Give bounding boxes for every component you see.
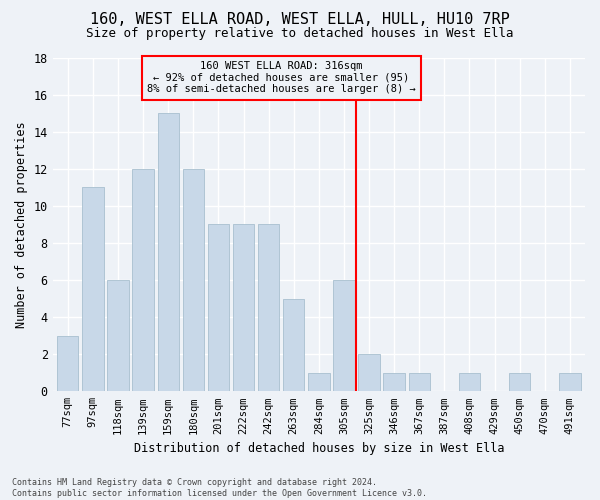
Text: 160, WEST ELLA ROAD, WEST ELLA, HULL, HU10 7RP: 160, WEST ELLA ROAD, WEST ELLA, HULL, HU… [90,12,510,28]
Bar [559,373,581,392]
Bar [107,280,128,392]
Bar [308,373,329,392]
Bar [182,169,204,392]
Text: Size of property relative to detached houses in West Ella: Size of property relative to detached ho… [86,28,514,40]
X-axis label: Distribution of detached houses by size in West Ella: Distribution of detached houses by size … [134,442,504,455]
Bar [233,224,254,392]
Bar [258,224,279,392]
Bar [459,373,480,392]
Bar [333,280,355,392]
Text: 160 WEST ELLA ROAD: 316sqm
← 92% of detached houses are smaller (95)
8% of semi-: 160 WEST ELLA ROAD: 316sqm ← 92% of deta… [147,61,416,94]
Bar [358,354,380,392]
Bar [409,373,430,392]
Bar [208,224,229,392]
Bar [133,169,154,392]
Text: Contains HM Land Registry data © Crown copyright and database right 2024.
Contai: Contains HM Land Registry data © Crown c… [12,478,427,498]
Bar [283,298,304,392]
Bar [509,373,530,392]
Bar [57,336,79,392]
Bar [383,373,405,392]
Bar [82,188,104,392]
Bar [158,113,179,392]
Y-axis label: Number of detached properties: Number of detached properties [15,121,28,328]
